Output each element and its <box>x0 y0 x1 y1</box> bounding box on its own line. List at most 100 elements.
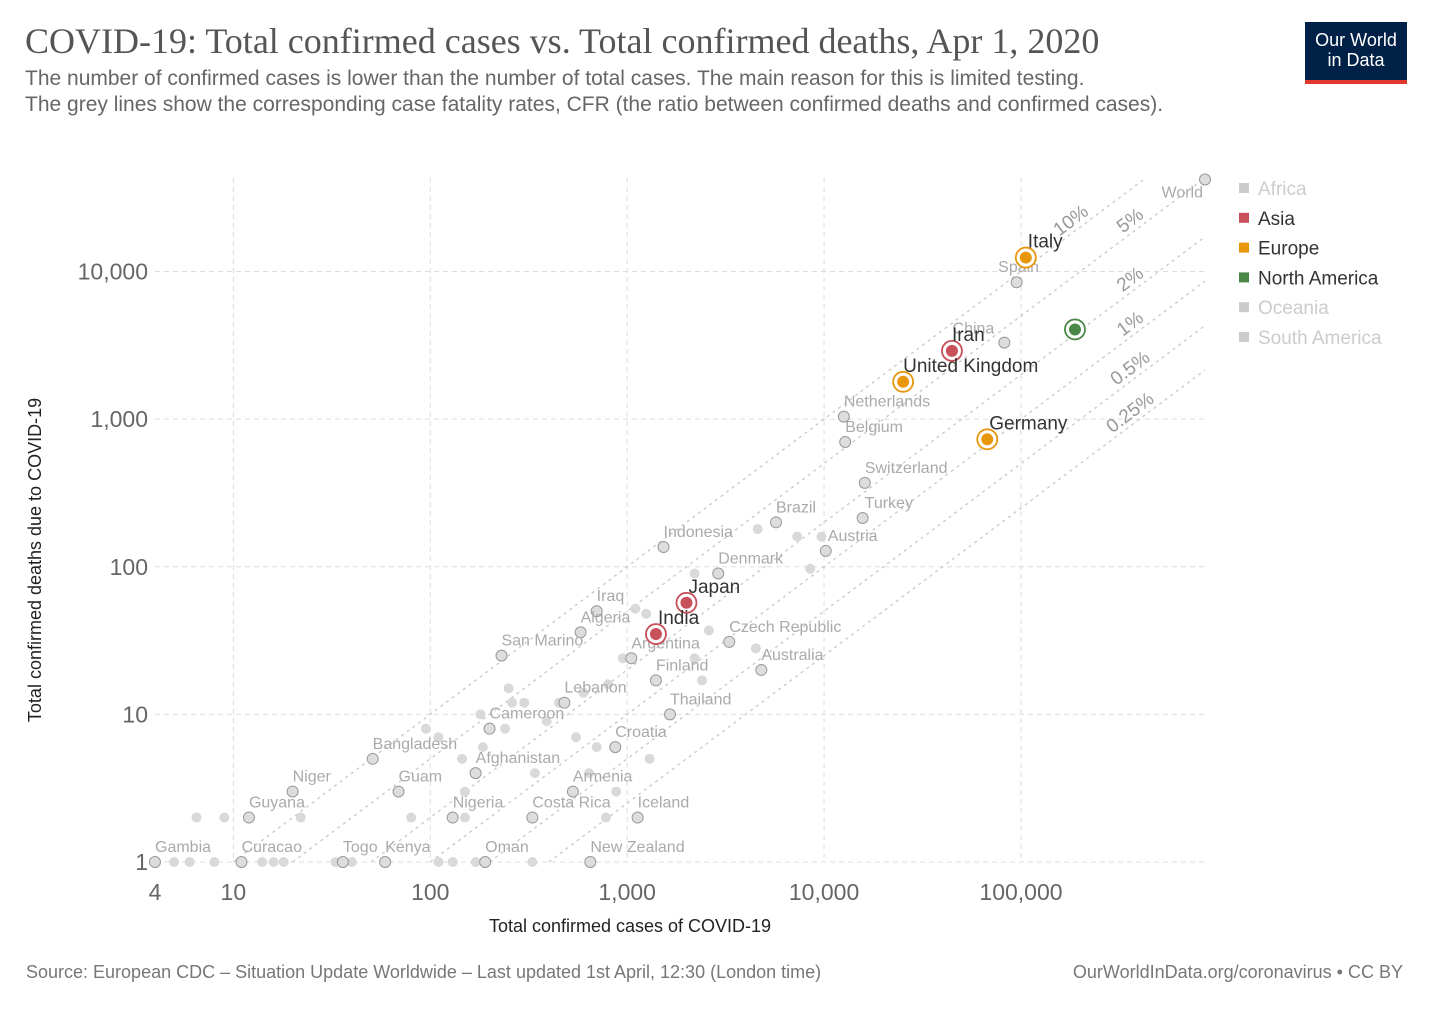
data-point-gambia <box>149 856 161 868</box>
chart-title: COVID-19: Total confirmed cases vs. Tota… <box>25 21 1100 61</box>
data-point <box>209 857 220 867</box>
data-point <box>611 786 622 797</box>
data-point-indonesia <box>657 541 670 554</box>
point-label-world: World <box>1162 185 1204 202</box>
cfr-line <box>489 325 1206 863</box>
point-label-curacao: Curacao <box>242 839 303 856</box>
cfr-label: 2% <box>1113 263 1148 296</box>
data-point <box>600 812 611 823</box>
point-label-oman: Oman <box>485 839 529 856</box>
data-point-oman <box>479 856 492 868</box>
logo-text: Our World in Data <box>1315 30 1397 70</box>
point-label-thailand: Thailand <box>670 691 731 708</box>
data-point <box>470 857 481 867</box>
data-point <box>641 608 652 619</box>
data-point-denmark <box>712 567 725 580</box>
point-label-armenia: Armenia <box>573 769 633 786</box>
owid-logo[interactable]: Our World in Data <box>1305 22 1407 84</box>
highlight-point-india <box>649 628 662 641</box>
data-point <box>447 857 458 867</box>
data-point-iceland <box>631 811 644 824</box>
data-point <box>506 697 517 708</box>
data-point <box>457 753 468 764</box>
data-point-argentina <box>625 652 638 665</box>
highlight-label-united-kingdom: United Kingdom <box>903 356 1038 377</box>
data-point-bangladesh <box>366 752 379 765</box>
data-point <box>346 857 357 867</box>
cfr-label: 5% <box>1113 204 1148 237</box>
data-point <box>750 643 761 654</box>
highlight-label-japan: Japan <box>688 577 740 598</box>
data-point <box>503 683 514 694</box>
legend-item-africa: Africa <box>1258 179 1307 200</box>
y-tick-label: 100 <box>110 554 148 580</box>
data-point-netherlands <box>837 410 850 423</box>
data-point-cameroon <box>483 722 496 735</box>
data-point-kenya <box>379 856 392 868</box>
data-point <box>584 768 595 779</box>
data-point-world <box>1199 173 1211 186</box>
data-point <box>459 812 470 823</box>
data-point-thailand <box>663 708 676 721</box>
point-label-belgium: Belgium <box>845 419 903 436</box>
cfr-line <box>429 280 1206 863</box>
data-point <box>433 857 444 867</box>
legend-swatch-north-america <box>1239 272 1249 283</box>
cfr-label: 1% <box>1113 307 1148 340</box>
data-point <box>529 768 540 779</box>
point-label-kenya: Kenya <box>385 839 430 856</box>
highlight-point-italy <box>1019 251 1032 264</box>
data-point <box>617 653 628 664</box>
data-point-china <box>998 336 1011 349</box>
point-label-czech-republic: Czech Republic <box>729 619 841 636</box>
point-label-niger: Niger <box>293 769 332 786</box>
point-label-guam: Guam <box>399 769 443 786</box>
data-point <box>500 723 511 734</box>
legend-item-north-america: North America <box>1258 268 1379 289</box>
point-label-gambia: Gambia <box>155 839 211 856</box>
data-point-belgium <box>839 436 852 449</box>
point-label-netherlands: Netherlands <box>844 394 930 411</box>
highlight-label-germany: Germany <box>989 413 1068 434</box>
data-point <box>257 857 268 867</box>
x-tick-label: 10 <box>221 879 247 905</box>
data-point <box>805 563 816 574</box>
data-point-finland <box>649 674 662 687</box>
point-label-bangladesh: Bangladesh <box>373 736 458 753</box>
data-point-guam <box>392 785 405 798</box>
data-point <box>420 723 431 734</box>
source-note[interactable]: Source: European CDC – Situation Update … <box>26 962 822 982</box>
data-point <box>591 742 602 753</box>
data-point <box>477 742 488 753</box>
data-point <box>752 524 763 535</box>
data-point <box>191 812 202 823</box>
highlight-label-iran: Iran <box>952 325 985 346</box>
point-label-iraq: Iraq <box>597 588 625 605</box>
data-point-lebanon <box>558 696 571 709</box>
x-tick-label: 10,000 <box>789 879 859 905</box>
point-label-brazil: Brazil <box>776 499 816 516</box>
data-point <box>816 531 827 542</box>
data-point-curacao <box>235 856 248 868</box>
x-tick-label: 100 <box>411 879 449 905</box>
data-point <box>184 857 195 867</box>
data-point <box>578 687 589 698</box>
data-point-san-marino <box>495 649 508 662</box>
data-point-spain <box>1010 276 1023 289</box>
data-point-switzerland <box>858 476 871 489</box>
point-label-lebanon: Lebanon <box>564 680 626 697</box>
data-point <box>603 679 614 690</box>
cfr-line <box>370 236 1206 863</box>
data-point <box>268 857 279 867</box>
point-label-australia: Australia <box>761 647 823 664</box>
point-label-china: China <box>953 321 995 338</box>
x-tick-label: 1,000 <box>598 879 656 905</box>
legend-item-oceania: Oceania <box>1258 298 1329 319</box>
y-tick-label: 10,000 <box>78 259 148 285</box>
data-point <box>644 753 655 764</box>
point-label-turkey: Turkey <box>865 495 913 512</box>
license-link[interactable]: OurWorldInData.org/coronavirus • CC BY <box>1072 962 1403 982</box>
point-label-san-marino: San Marino <box>501 633 583 650</box>
data-point-costa-rica <box>526 811 539 824</box>
